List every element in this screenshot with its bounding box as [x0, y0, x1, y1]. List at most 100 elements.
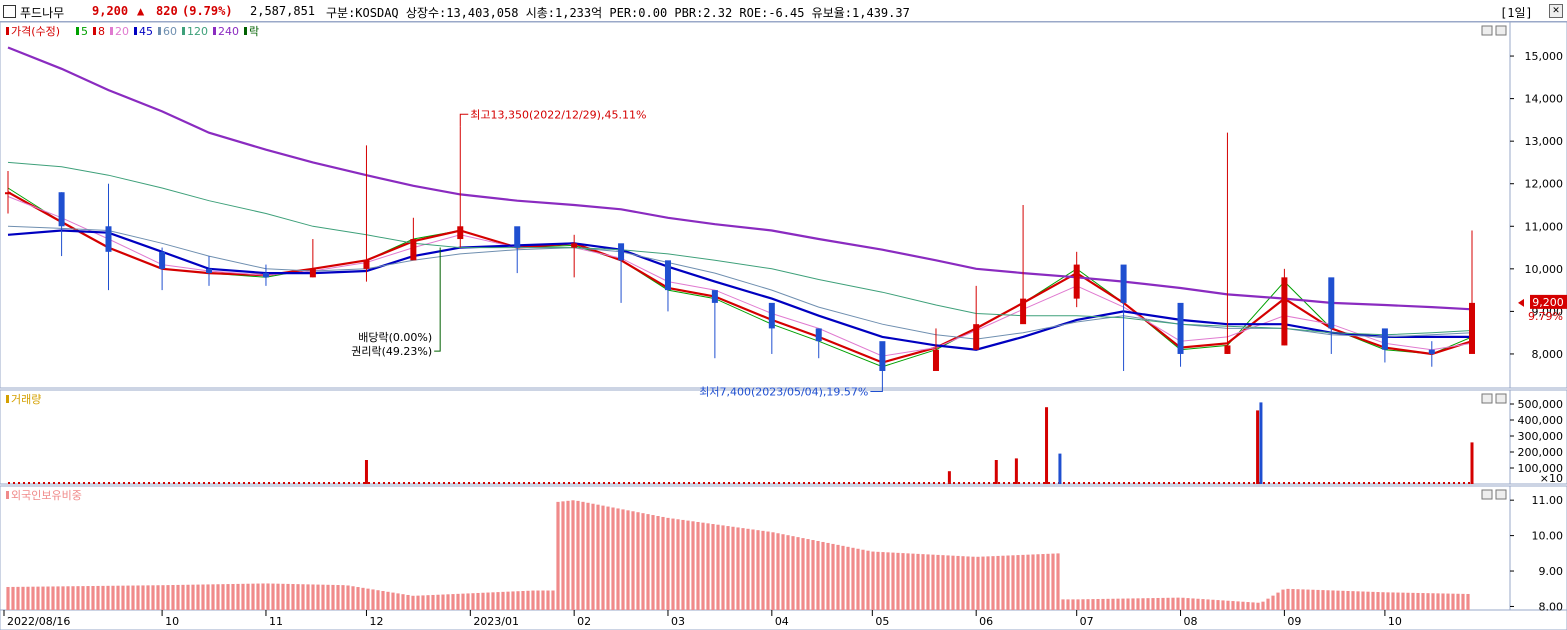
- volume-bar: [433, 482, 435, 484]
- candle-body: [1469, 303, 1475, 354]
- volume-bar: [1333, 482, 1335, 484]
- candle-body: [712, 290, 718, 303]
- foreign-bar: [551, 591, 554, 610]
- volume-bar: [538, 482, 540, 484]
- volume-bar: [388, 482, 390, 484]
- volume-bar: [1243, 482, 1245, 484]
- foreign-bar: [686, 521, 689, 610]
- volume-bar: [883, 482, 885, 484]
- volume-bar: [1403, 482, 1405, 484]
- volume-bar: [468, 482, 470, 484]
- foreign-bar: [371, 589, 374, 610]
- volume-bar: [523, 482, 525, 484]
- volume-bar: [38, 482, 40, 484]
- legend-item: 8: [98, 25, 105, 38]
- volume-bar: [323, 482, 325, 484]
- foreign-bar: [111, 586, 114, 610]
- foreign-bar: [356, 587, 359, 610]
- volume-bar: [308, 482, 310, 484]
- period-selector[interactable]: [1일]: [1500, 4, 1533, 21]
- foreign-bar: [786, 535, 789, 610]
- foreign-bar: [161, 585, 164, 610]
- close-icon[interactable]: ✕: [1549, 4, 1563, 18]
- foreign-bar: [1076, 599, 1079, 610]
- foreign-bar: [881, 552, 884, 610]
- select-checkbox[interactable]: [3, 5, 16, 18]
- legend-item: 락: [249, 25, 259, 38]
- volume-bar: [413, 482, 415, 484]
- foreign-bar: [1341, 591, 1344, 610]
- foreign-bar: [1451, 594, 1454, 610]
- chart-header: 푸드나무 9,200 ▲ 820 (9.79%) 2,587,851 구분:KO…: [0, 0, 1567, 22]
- foreign-bar: [1151, 598, 1154, 610]
- volume-bar: [933, 482, 935, 484]
- foreign-bar: [216, 584, 219, 610]
- volume-bar: [788, 482, 790, 484]
- volume-bar: [1043, 482, 1045, 484]
- foreign-bar: [166, 585, 169, 610]
- foreign-bar: [1406, 593, 1409, 610]
- foreign-bar: [791, 536, 794, 610]
- foreign-bar: [621, 509, 624, 610]
- foreign-bar: [866, 551, 869, 610]
- foreign-bar: [1306, 590, 1309, 610]
- volume-bar: [533, 482, 535, 484]
- foreign-bar: [926, 554, 929, 610]
- x-tick-label: 09: [1287, 615, 1301, 628]
- pane-maximize-icon: [1496, 394, 1506, 403]
- volume-bar: [248, 482, 250, 484]
- price-change: 820: [156, 4, 178, 18]
- foreign-bar: [1046, 554, 1049, 610]
- volume-bar: [1368, 482, 1370, 484]
- volume-bar: [1228, 482, 1230, 484]
- volume-bar: [1313, 482, 1315, 484]
- foreign-bar: [16, 587, 19, 610]
- foreign-bar: [741, 528, 744, 610]
- candle-body: [1281, 277, 1287, 345]
- volume-bar: [963, 482, 965, 484]
- volume-bar: [833, 482, 835, 484]
- volume-bar: [1448, 482, 1450, 484]
- volume-bar: [473, 482, 475, 484]
- foreign-bar: [946, 555, 949, 610]
- volume-bar: [23, 482, 25, 484]
- volume-bar: [423, 482, 425, 484]
- legend-swatch: [213, 27, 216, 35]
- stock-name: 푸드나무: [20, 4, 64, 21]
- candle-body: [159, 252, 165, 269]
- foreign-bar: [76, 586, 79, 610]
- volume-bar: [393, 482, 395, 484]
- foreign-bar: [771, 532, 774, 610]
- volume-bar: [633, 482, 635, 484]
- foreign-bar: [311, 584, 314, 610]
- volume-bar: [1133, 482, 1135, 484]
- volume-bar: [1138, 482, 1140, 484]
- volume-bar: [1143, 482, 1145, 484]
- volume-bar: [968, 482, 970, 484]
- volume-bar: [1058, 454, 1061, 484]
- volume-bar: [43, 482, 45, 484]
- volume-bar: [888, 482, 890, 484]
- volume-bar: [78, 482, 80, 484]
- volume-bar: [1015, 458, 1018, 484]
- candle-body: [410, 239, 416, 260]
- foreign-bar: [1036, 554, 1039, 610]
- volume-bar: [378, 482, 380, 484]
- volume-bar: [358, 482, 360, 484]
- price-tick-label: 13,000: [1525, 135, 1564, 148]
- volume-bar: [598, 482, 600, 484]
- foreign-bar: [1156, 598, 1159, 610]
- foreign-bar: [891, 553, 894, 610]
- candle-body: [5, 192, 11, 194]
- foreign-bar: [1441, 593, 1444, 610]
- foreign-bar: [61, 586, 64, 610]
- foreign-bar: [1031, 554, 1034, 610]
- volume-bar: [1353, 482, 1355, 484]
- foreign-bar: [1456, 594, 1459, 610]
- foreign-bar: [1041, 554, 1044, 610]
- volume-bar: [1218, 482, 1220, 484]
- volume-bar: [118, 482, 120, 484]
- foreign-bar: [26, 587, 29, 610]
- foreign-bar: [1206, 599, 1209, 610]
- volume-bar: [243, 482, 245, 484]
